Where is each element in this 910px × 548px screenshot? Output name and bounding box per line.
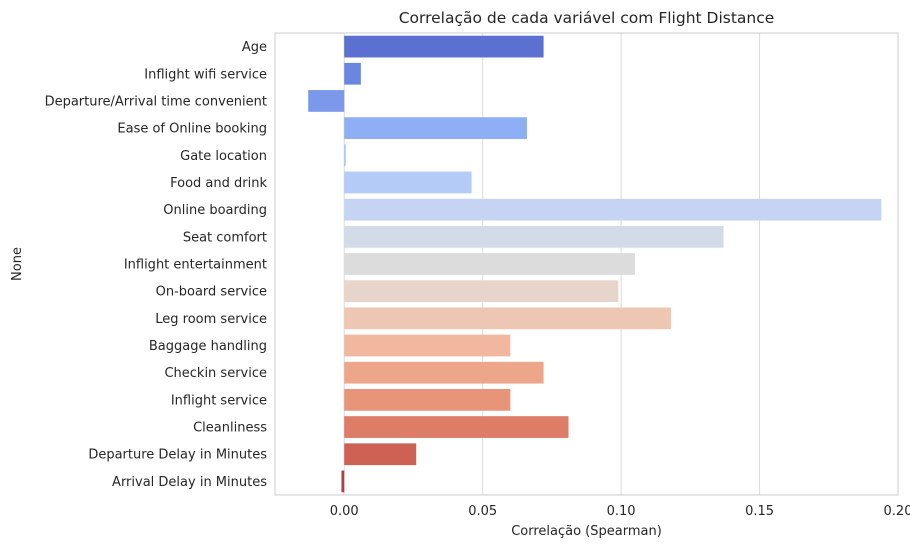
y-tick-label: Baggage handling	[149, 339, 267, 354]
bar	[308, 90, 345, 112]
bar	[344, 443, 417, 466]
chart-title: Correlação de cada variável com Flight D…	[399, 9, 775, 27]
x-tick-label: 0.10	[607, 504, 636, 519]
bar	[344, 144, 346, 167]
bars	[308, 35, 882, 493]
bar	[344, 416, 569, 438]
y-tick-label: On-board service	[156, 285, 267, 300]
bar	[344, 35, 544, 58]
x-axis-title: Correlação (Spearman)	[511, 524, 662, 539]
bar	[344, 253, 635, 275]
y-tick-label: Checkin service	[164, 366, 267, 381]
plot-border	[274, 32, 899, 496]
bar	[344, 117, 527, 139]
bar	[344, 62, 361, 85]
y-tick-label: Leg room service	[155, 312, 267, 327]
y-tick-label: Seat comfort	[183, 230, 267, 245]
x-tick-labels: 0.00 0.05 0.10 0.15 0.20	[330, 504, 910, 519]
y-tick-label: Departure/Arrival time convenient	[45, 94, 267, 109]
y-tick-label: Inflight service	[171, 393, 267, 408]
bar	[344, 225, 724, 248]
y-tick-label: Food and drink	[170, 176, 267, 191]
y-tick-labels: Age Inflight wifi service Departure/Arriva…	[45, 40, 268, 490]
y-axis-title: None	[10, 247, 25, 281]
x-tick-label: 0.20	[884, 504, 910, 519]
bar	[344, 171, 472, 194]
y-tick-label: Age	[242, 40, 267, 55]
x-tick-label: 0.15	[745, 504, 774, 519]
x-tick-label: 0.00	[330, 504, 359, 519]
bar	[344, 389, 511, 411]
bar	[344, 307, 671, 330]
y-tick-label: Inflight entertainment	[124, 258, 267, 273]
bar	[344, 334, 511, 357]
y-tick-label: Arrival Delay in Minutes	[112, 475, 267, 490]
bar	[341, 470, 345, 493]
bar	[344, 280, 619, 303]
bar	[344, 361, 544, 384]
y-tick-label: Cleanliness	[193, 421, 267, 436]
bar	[344, 198, 882, 221]
x-tick-label: 0.05	[468, 504, 497, 519]
y-tick-label: Inflight wifi service	[144, 67, 267, 82]
y-tick-label: Ease of Online booking	[117, 122, 267, 137]
plot-frame	[274, 32, 899, 496]
y-tick-label: Online boarding	[163, 203, 267, 218]
y-tick-label: Departure Delay in Minutes	[88, 448, 267, 463]
y-tick-label: Gate location	[180, 149, 267, 164]
